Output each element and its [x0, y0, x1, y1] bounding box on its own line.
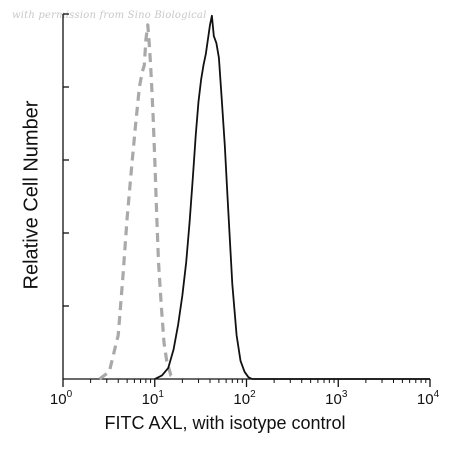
x-axis-label: FITC AXL, with isotype control: [104, 413, 346, 433]
series-layer: [98, 14, 430, 381]
tick-layer: 100 101 102 103 104: [50, 379, 440, 408]
watermark-text: with permission from Sino Biological: [12, 10, 207, 21]
x-tick-label: 101: [142, 389, 165, 408]
x-tick-label: 103: [325, 389, 348, 408]
x-tick-label: 100: [50, 389, 73, 408]
isotype-control-curve: [98, 23, 177, 381]
fitc-axl-curve: [154, 14, 430, 380]
x-tick-label: 102: [233, 389, 256, 408]
x-tick-label: 104: [417, 389, 440, 408]
